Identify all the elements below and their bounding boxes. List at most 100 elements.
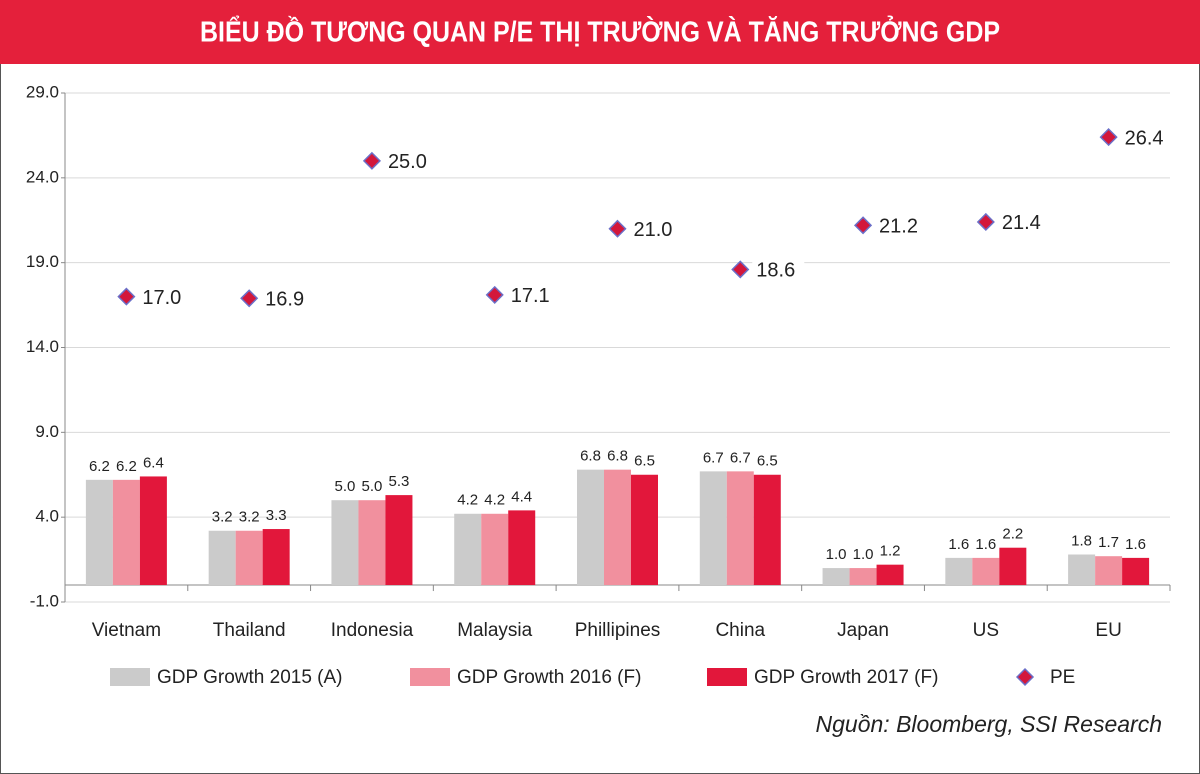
pe-value-label: 18.6 bbox=[756, 260, 795, 282]
bar bbox=[1095, 556, 1123, 586]
y-tick-label: 9.0 bbox=[35, 422, 59, 441]
pe-marker bbox=[362, 151, 382, 170]
bar bbox=[454, 513, 482, 586]
bar bbox=[876, 564, 904, 586]
bar-value-label: 6.7 bbox=[730, 449, 751, 466]
legend-label: GDP Growth 2016 (F) bbox=[457, 667, 641, 688]
x-tick-label: Malaysia bbox=[457, 620, 532, 641]
bar-value-label: 5.0 bbox=[362, 478, 383, 495]
bar bbox=[1122, 557, 1150, 586]
y-tick-label: 4.0 bbox=[35, 507, 59, 526]
bar bbox=[139, 476, 167, 586]
bar bbox=[604, 469, 631, 586]
bar-value-label: 6.8 bbox=[580, 448, 601, 465]
bar-value-label: 4.4 bbox=[511, 488, 532, 505]
bar-value-label: 1.2 bbox=[880, 543, 901, 560]
bar-value-label: 5.0 bbox=[335, 478, 356, 495]
bar bbox=[753, 474, 781, 586]
bar bbox=[385, 495, 413, 586]
y-tick-label: -1.0 bbox=[30, 591, 59, 610]
pe-marker bbox=[853, 216, 873, 235]
bar bbox=[945, 557, 973, 586]
pe-marker bbox=[240, 289, 259, 308]
label-backdrop bbox=[997, 208, 1050, 235]
x-tick-label: EU bbox=[1095, 620, 1121, 641]
pe-marker bbox=[1099, 128, 1118, 147]
bar bbox=[699, 471, 727, 586]
bar-value-label: 5.3 bbox=[389, 473, 410, 490]
pe-marker bbox=[117, 287, 136, 306]
bar-value-label: 1.7 bbox=[1098, 534, 1119, 551]
bar-value-label: 6.2 bbox=[89, 458, 110, 475]
title-bar bbox=[0, 0, 1200, 64]
pe-marker bbox=[608, 219, 627, 238]
legend-swatch bbox=[707, 668, 747, 686]
bar bbox=[577, 469, 604, 586]
pe-value-label: 16.9 bbox=[265, 289, 304, 311]
bar bbox=[508, 510, 536, 586]
bar-value-label: 6.7 bbox=[703, 449, 724, 466]
label-backdrop bbox=[383, 147, 436, 174]
x-tick-label: Japan bbox=[837, 620, 889, 641]
label-backdrop bbox=[752, 256, 805, 283]
label-backdrop bbox=[506, 281, 559, 308]
bar bbox=[358, 500, 386, 586]
bar bbox=[631, 474, 658, 586]
pe-value-label: 17.0 bbox=[142, 287, 181, 309]
label-backdrop bbox=[629, 215, 682, 242]
pe-value-label: 21.0 bbox=[634, 219, 673, 241]
bar bbox=[849, 568, 877, 586]
bar bbox=[208, 530, 236, 586]
label-backdrop bbox=[1120, 124, 1173, 151]
x-tick-label: Thailand bbox=[213, 620, 286, 641]
label-backdrop bbox=[875, 212, 928, 239]
bar bbox=[85, 479, 113, 586]
y-tick-label: 14.0 bbox=[26, 337, 59, 356]
bar-value-label: 3.2 bbox=[239, 509, 260, 526]
source-note: Nguồn: Bloomberg, SSI Research bbox=[816, 711, 1162, 737]
pe-value-label: 21.2 bbox=[879, 216, 918, 238]
y-tick-label: 19.0 bbox=[26, 252, 59, 271]
bar-value-label: 6.5 bbox=[757, 453, 778, 470]
y-tick-label: 29.0 bbox=[26, 82, 59, 101]
bar-value-label: 1.6 bbox=[975, 536, 996, 553]
legend-label: PE bbox=[1050, 667, 1075, 688]
bar-value-label: 6.2 bbox=[116, 458, 137, 475]
bar bbox=[1068, 554, 1096, 586]
x-tick-label: China bbox=[715, 620, 765, 641]
bar bbox=[112, 479, 140, 586]
y-tick-label: 24.0 bbox=[26, 167, 59, 186]
legend-label: GDP Growth 2017 (F) bbox=[754, 667, 938, 688]
bar-value-label: 4.2 bbox=[457, 492, 478, 509]
chart-title: BIỂU ĐỒ TƯƠNG QUAN P/E THỊ TRƯỜNG VÀ TĂN… bbox=[200, 15, 1000, 49]
bar-value-label: 4.2 bbox=[484, 492, 505, 509]
bar bbox=[331, 500, 359, 586]
bar-value-label: 6.5 bbox=[634, 453, 655, 470]
bar-value-label: 6.8 bbox=[607, 448, 628, 465]
pe-marker bbox=[485, 285, 504, 304]
legend-swatch bbox=[110, 668, 150, 686]
bar-value-label: 1.8 bbox=[1071, 532, 1092, 549]
bar bbox=[481, 513, 509, 586]
pe-marker bbox=[731, 260, 750, 279]
bar-value-label: 6.4 bbox=[143, 454, 164, 471]
bar bbox=[235, 530, 263, 586]
bar-value-label: 1.0 bbox=[853, 546, 874, 563]
bar-value-label: 1.6 bbox=[948, 536, 969, 553]
pe-value-label: 26.4 bbox=[1125, 127, 1164, 149]
x-tick-label: Phillipines bbox=[575, 620, 661, 641]
bar-value-label: 3.2 bbox=[212, 509, 233, 526]
bar bbox=[726, 471, 754, 586]
x-tick-label: Vietnam bbox=[92, 620, 161, 641]
bar-value-label: 1.0 bbox=[826, 546, 847, 563]
bar bbox=[262, 529, 290, 586]
pe-value-label: 17.1 bbox=[511, 285, 550, 307]
pe-marker bbox=[976, 212, 995, 232]
pe-value-label: 25.0 bbox=[388, 151, 427, 173]
x-tick-label: US bbox=[973, 620, 999, 641]
label-backdrop bbox=[261, 285, 314, 312]
legend-label: GDP Growth 2015 (A) bbox=[157, 667, 343, 688]
bar bbox=[972, 557, 1000, 586]
bar-value-label: 2.2 bbox=[1002, 526, 1023, 543]
